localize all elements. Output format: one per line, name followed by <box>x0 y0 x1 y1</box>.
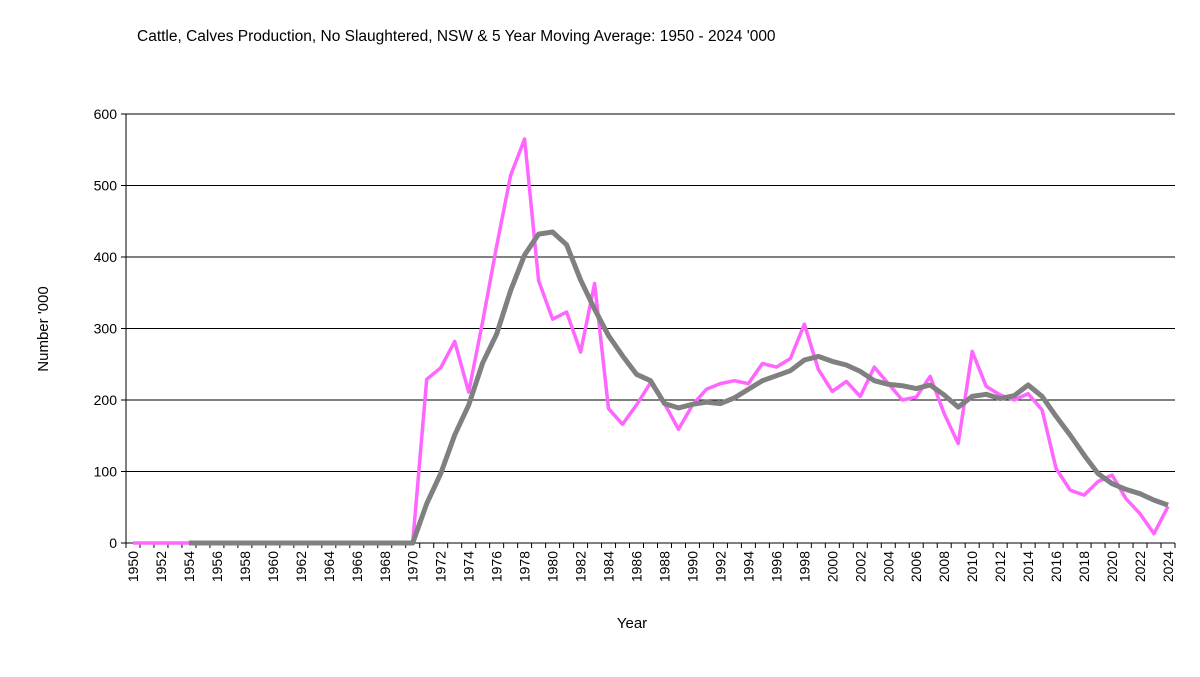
x-axis-title: Year <box>617 615 647 632</box>
x-tick-label: 2010 <box>964 551 980 582</box>
y-tick-label: 200 <box>94 392 118 408</box>
x-tick-label: 1954 <box>181 551 197 582</box>
x-tick-label: 1968 <box>377 551 393 582</box>
x-tick-label: 2022 <box>1132 551 1148 582</box>
x-tick-label: 1966 <box>349 551 365 582</box>
x-tick-label: 1984 <box>601 551 617 582</box>
x-tick-label: 1950 <box>125 551 141 582</box>
y-tick-label: 100 <box>94 464 118 480</box>
x-tick-label: 2016 <box>1048 551 1064 582</box>
x-tick-label: 1958 <box>237 551 253 582</box>
x-tick-label: 2024 <box>1160 551 1176 582</box>
x-tick-label: 1962 <box>293 551 309 582</box>
axes <box>121 113 1176 548</box>
x-tick-label: 2006 <box>908 551 924 582</box>
y-tick-label: 400 <box>94 249 118 265</box>
x-tick-label: 1976 <box>489 551 505 582</box>
x-tick-label: 1952 <box>153 551 169 582</box>
x-tick-label: 1998 <box>796 551 812 582</box>
chart-title: Cattle, Calves Production, No Slaughtere… <box>137 28 776 45</box>
x-tick-label: 1990 <box>684 551 700 582</box>
x-tick-label: 1994 <box>740 551 756 582</box>
series-lines <box>132 137 1170 546</box>
y-tick-labels: 0 100 200 300 400 500 600 <box>94 106 118 551</box>
x-tick-label: 1980 <box>545 551 561 582</box>
y-tick-label: 300 <box>94 321 118 337</box>
x-tick-labels: 1950 1952 1954 1956 1958 1960 1962 1964 1966 1968… <box>125 551 1176 582</box>
x-tick-label: 2018 <box>1076 551 1092 582</box>
x-tick-label: 1960 <box>265 551 281 582</box>
x-tick-label: 2008 <box>936 551 952 582</box>
x-tick-label: 1996 <box>768 551 784 582</box>
x-tick-label: 2004 <box>880 551 896 582</box>
x-tick-label: 1986 <box>629 551 645 582</box>
x-tick-label: 1978 <box>517 551 533 582</box>
series-line-slaughtered <box>133 137 1170 545</box>
x-tick-label: 1956 <box>209 551 225 582</box>
x-tick-label: 2002 <box>852 551 868 582</box>
y-axis-title: Number '000 <box>35 286 52 371</box>
gridlines <box>126 113 1175 472</box>
y-tick-label: 600 <box>94 106 118 122</box>
x-tick-label: 2020 <box>1104 551 1120 582</box>
x-tick-label: 2014 <box>1020 551 1036 582</box>
x-tick-label: 1988 <box>656 551 672 582</box>
y-tick-label: 0 <box>109 535 117 551</box>
x-tick-label: 1972 <box>433 551 449 582</box>
y-tick-label: 500 <box>94 178 118 194</box>
series-line-moving-average <box>188 229 1169 546</box>
x-tick-label: 1964 <box>321 551 337 582</box>
x-tick-label: 2000 <box>824 551 840 582</box>
x-tick-label: 1992 <box>712 551 728 582</box>
x-tick-label: 2012 <box>992 551 1008 582</box>
x-tick-label: 1974 <box>461 551 477 582</box>
x-tick-label: 1970 <box>405 551 421 582</box>
x-tick-label: 1982 <box>573 551 589 582</box>
